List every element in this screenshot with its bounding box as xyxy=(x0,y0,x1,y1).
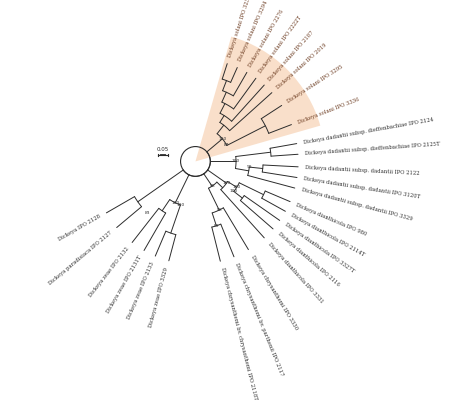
Text: 89: 89 xyxy=(214,224,219,228)
Text: 100: 100 xyxy=(233,185,241,189)
Text: Dickeya solani IPO 3294: Dickeya solani IPO 3294 xyxy=(238,0,269,62)
Text: 100: 100 xyxy=(171,201,180,205)
Text: 56: 56 xyxy=(216,208,222,212)
Text: Dickeya paradisiaca IPO 2127: Dickeya paradisiaca IPO 2127 xyxy=(48,230,113,286)
Text: Dickeya zeae IPO 2132: Dickeya zeae IPO 2132 xyxy=(88,246,130,298)
Text: Dickeya dianthicola IPO 980: Dickeya dianthicola IPO 980 xyxy=(295,202,368,236)
Text: 87: 87 xyxy=(224,144,229,148)
Text: Dickeya solani IPO 3239: Dickeya solani IPO 3239 xyxy=(227,0,252,58)
Text: Dickeya dianthicola IPO 2114T: Dickeya dianthicola IPO 2114T xyxy=(290,212,365,257)
Text: Dickeya solani IPO 2187: Dickeya solani IPO 2187 xyxy=(267,30,314,82)
Text: Dickeya chrysanthemi bv. parthenii IPO 2117: Dickeya chrysanthemi bv. parthenii IPO 2… xyxy=(234,262,284,377)
Text: Dickeya solani IPO 3336: Dickeya solani IPO 3336 xyxy=(297,96,360,124)
Text: 58: 58 xyxy=(210,184,215,188)
Text: Dickeya dianthicola IPO 3327T: Dickeya dianthicola IPO 3327T xyxy=(284,222,355,274)
Wedge shape xyxy=(195,36,320,162)
Text: 100: 100 xyxy=(230,190,238,194)
Text: Dickeya zeae IPO 3329: Dickeya zeae IPO 3329 xyxy=(149,267,170,328)
Text: 100: 100 xyxy=(176,203,184,207)
Text: Dickeya dadantii subsp. dadantii IPO 3120T: Dickeya dadantii subsp. dadantii IPO 312… xyxy=(303,176,421,200)
Text: Dickeya zeae IPO 2131T: Dickeya zeae IPO 2131T xyxy=(106,255,143,314)
Text: Dickeya solani IPO 2019: Dickeya solani IPO 2019 xyxy=(275,42,327,90)
Text: Dickeya chrysanthemi bv. chrysanthemi IPO 2118T: Dickeya chrysanthemi bv. chrysanthemi IP… xyxy=(219,267,257,400)
Text: Dickeya dadantii subsp. dadantii IPO 3329: Dickeya dadantii subsp. dadantii IPO 332… xyxy=(301,187,413,222)
Text: 0.05: 0.05 xyxy=(157,147,169,152)
Text: Dickeya dadantii subsp. dieffenbachiae IPO 2124: Dickeya dadantii subsp. dieffenbachiae I… xyxy=(303,117,434,145)
Text: Dickeya solani IPO 3295: Dickeya solani IPO 3295 xyxy=(286,64,344,104)
Text: Dickeya dianthicola IPO 2116: Dickeya dianthicola IPO 2116 xyxy=(276,232,340,288)
Text: Dickeya IPO 2128: Dickeya IPO 2128 xyxy=(58,214,102,242)
Text: 100: 100 xyxy=(232,160,240,164)
Text: Dickeya solani IPO 2222T: Dickeya solani IPO 2222T xyxy=(258,16,302,74)
Text: 83: 83 xyxy=(145,211,150,215)
Text: Dickeya zeae IPO 2133: Dickeya zeae IPO 2133 xyxy=(126,261,155,320)
Text: Dickeya dadantii subsp. dieffenbachiae IPO 2125T: Dickeya dadantii subsp. dieffenbachiae I… xyxy=(305,142,440,156)
Text: 100: 100 xyxy=(222,181,231,185)
Text: 100: 100 xyxy=(218,137,227,141)
Text: Dickeya solani IPO 2276: Dickeya solani IPO 2276 xyxy=(248,8,285,68)
Text: Dickeya dadantii subsp. dadantii IPO 2122: Dickeya dadantii subsp. dadantii IPO 212… xyxy=(305,165,419,176)
Text: Dickeya chrysanthemi IPO 3330: Dickeya chrysanthemi IPO 3330 xyxy=(250,254,299,330)
Text: 99: 99 xyxy=(246,165,252,169)
Text: Dickeya dianthicola IPO 3331: Dickeya dianthicola IPO 3331 xyxy=(267,241,324,304)
